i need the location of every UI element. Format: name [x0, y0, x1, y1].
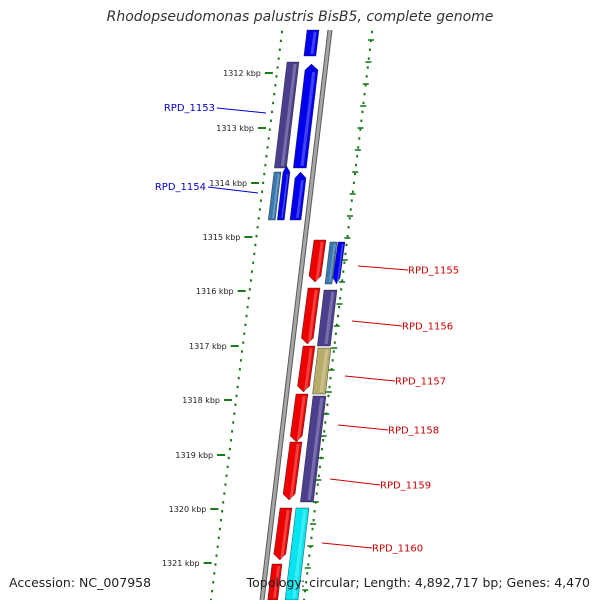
genome-title: Rhodopseudomonas palustris BisB5, comple… — [106, 9, 494, 25]
gene-rpd-1155-b — [332, 241, 346, 285]
right-gene-label-line — [337, 424, 389, 431]
gene-rpd-1158-1159 — [300, 395, 327, 503]
right-gene-label: RPD_1156 — [402, 322, 453, 333]
scale-tick-label: 1318 kbp — [182, 396, 220, 405]
gene-block-top-highlight — [310, 32, 317, 54]
scale-tick-label: 1313 kbp — [216, 124, 254, 133]
gene-blue-2-highlight — [296, 180, 304, 218]
gene-block-top — [303, 29, 320, 57]
gene-rpd-1158-1159-highlight — [307, 398, 324, 500]
gene-red-4 — [290, 393, 309, 443]
gene-red-7-highlight — [273, 566, 280, 598]
right-gene-label-line — [351, 320, 403, 327]
scale-tick-label: 1320 kbp — [169, 505, 207, 514]
gene-rpd-1154-a — [268, 171, 282, 221]
left-gene-label-line — [216, 107, 267, 114]
gene-rpd-1156 — [317, 289, 338, 347]
gene-blue-1 — [293, 63, 319, 169]
scale-tick-label: 1321 kbp — [162, 559, 200, 568]
right-gene-label: RPD_1155 — [408, 266, 459, 277]
scale-tick-label: 1314 kbp — [209, 179, 247, 188]
gene-rpd-1153-highlight — [280, 64, 297, 166]
gene-rpd-1160-highlight — [292, 510, 307, 598]
gene-red-2 — [301, 287, 321, 345]
gene-red-5-highlight — [289, 444, 300, 498]
scale-tick-label: 1319 kbp — [175, 451, 213, 460]
gene-red-2-highlight — [307, 290, 318, 342]
gene-rpd-1154-b — [277, 165, 291, 221]
gene-red-3-highlight — [304, 348, 313, 390]
gene-red-5 — [282, 441, 303, 501]
gene-rpd-1156-highlight — [324, 292, 335, 344]
scale-tick-label: 1315 kbp — [203, 233, 241, 242]
left-gene-label-line — [207, 186, 259, 194]
right-gene-label-line — [321, 542, 373, 549]
scale-axis: 1312 kbp 1313 kbp 1314 kbp 1315 kbp 1316 kbp… — [162, 69, 273, 568]
right-gene-label-line — [344, 375, 396, 382]
right-gene-label: RPD_1157 — [395, 377, 446, 388]
right-gene-label: RPD_1159 — [380, 481, 431, 492]
gene-rpd-1157 — [312, 347, 332, 395]
gene-rpd-1154-a-highlight — [272, 174, 280, 218]
gene-red-4-highlight — [296, 396, 306, 440]
right-gene-label: RPD_1158 — [388, 426, 439, 437]
scale-tick-label: 1317 kbp — [189, 342, 227, 351]
gene-rpd-1154-b-highlight — [281, 174, 289, 218]
gene-red-1 — [308, 239, 327, 283]
scale-tick-label: 1312 kbp — [223, 69, 261, 78]
genome-backbone — [260, 29, 332, 601]
gene-rpd-1155-a — [324, 241, 338, 285]
left-gene-label: RPD_1153 — [164, 103, 215, 114]
gene-red-3 — [297, 345, 316, 393]
inner-dotted-track — [210, 30, 283, 602]
accession-text: Accession: NC_007958 — [9, 575, 152, 590]
right-gene-label-line — [329, 478, 381, 486]
right-gene-label: RPD_1160 — [372, 544, 423, 555]
gene-rpd-1157-highlight — [319, 350, 329, 392]
right-gene-label-line — [357, 265, 409, 271]
gene-red-6 — [273, 507, 293, 561]
gene-blue-2 — [289, 171, 307, 221]
gene-blue-1-highlight — [300, 72, 316, 166]
left-gene-label: RPD_1154 — [155, 182, 206, 193]
gene-rpd-1155-a-highlight — [328, 244, 336, 282]
genome-summary-text: Topology: circular; Length: 4,892,717 bp… — [246, 575, 590, 590]
gene-red-1-highlight — [315, 242, 324, 280]
scale-tick-label: 1316 kbp — [196, 287, 234, 296]
gene-rpd-1155-b-highlight — [336, 244, 344, 282]
gene-red-6-highlight — [280, 510, 290, 558]
